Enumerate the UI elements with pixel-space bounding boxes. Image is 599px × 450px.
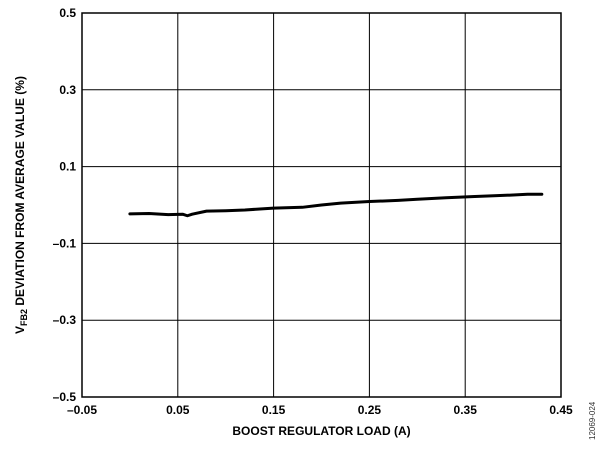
y-axis-title-prefix: V — [13, 326, 27, 334]
x-tick-label: 0.45 — [549, 403, 573, 417]
figure-id: 12069-024 — [588, 401, 597, 440]
y-tick-label: –0.3 — [53, 313, 77, 327]
x-tick-label: 0.05 — [166, 403, 190, 417]
y-tick-labels: –0.5 –0.3 –0.1 0.1 0.3 0.5 — [53, 6, 77, 404]
x-tick-label: 0.15 — [262, 403, 286, 417]
plot-frame — [81, 12, 562, 398]
x-tick-label: –0.05 — [67, 403, 97, 417]
y-tick-label: 0.1 — [59, 160, 76, 174]
x-tick-label: 0.35 — [454, 403, 478, 417]
data-series-line — [128, 192, 544, 218]
y-axis-title-subscript: FB2 — [19, 309, 29, 326]
y-tick-label: –0.5 — [53, 390, 77, 404]
x-tick-label: 0.25 — [358, 403, 382, 417]
x-tick-labels: –0.05 0.05 0.15 0.25 0.35 0.45 — [67, 403, 573, 417]
y-tick-label: 0.3 — [59, 83, 76, 97]
y-tick-label: –0.1 — [53, 236, 77, 250]
y-axis-title: VFB2 DEVIATION FROM AVERAGE VALUE (%) — [13, 76, 29, 334]
y-axis-title-suffix: DEVIATION FROM AVERAGE VALUE (%) — [13, 76, 27, 309]
y-tick-label: 0.5 — [59, 6, 76, 20]
series-layer — [128, 192, 544, 218]
x-axis-title: BOOST REGULATOR LOAD (A) — [232, 424, 410, 438]
